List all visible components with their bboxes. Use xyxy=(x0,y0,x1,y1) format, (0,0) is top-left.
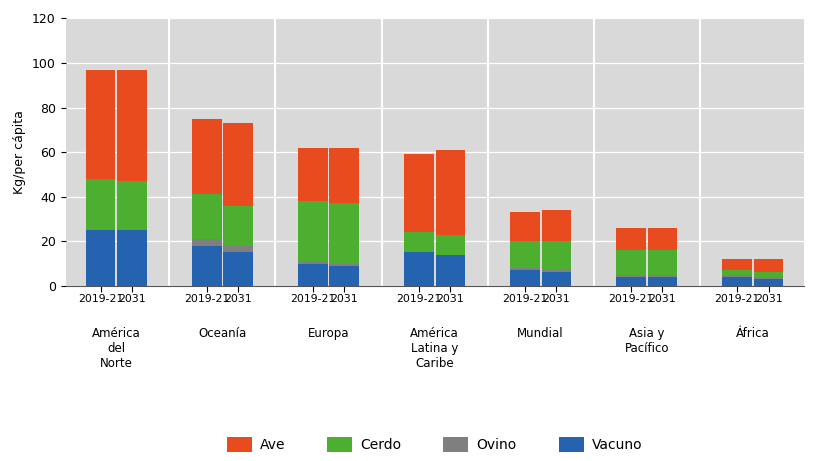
Bar xyxy=(509,241,539,268)
Legend: Ave, Cerdo, Ovino, Vacuno: Ave, Cerdo, Ovino, Vacuno xyxy=(221,432,647,458)
Bar xyxy=(753,259,782,272)
Bar xyxy=(647,275,676,277)
Bar xyxy=(435,150,464,235)
Bar xyxy=(616,277,645,286)
Bar xyxy=(223,206,252,246)
Bar xyxy=(541,241,570,270)
Bar xyxy=(192,119,221,195)
Text: África: África xyxy=(735,327,769,341)
Bar xyxy=(616,250,645,275)
Text: América
del
Norte: América del Norte xyxy=(92,327,141,371)
Bar xyxy=(404,253,433,286)
Bar xyxy=(616,275,645,277)
Text: Oceanía: Oceanía xyxy=(198,327,247,341)
Bar xyxy=(298,201,328,261)
Bar xyxy=(753,277,782,279)
Bar xyxy=(86,230,115,286)
Bar xyxy=(722,277,751,286)
Bar xyxy=(192,239,221,246)
Bar xyxy=(541,210,570,241)
Bar xyxy=(722,270,751,275)
Bar xyxy=(435,254,464,286)
Bar xyxy=(192,246,221,286)
Bar xyxy=(435,235,464,254)
Bar xyxy=(404,154,433,232)
Bar xyxy=(541,272,570,286)
Bar xyxy=(329,148,359,203)
Y-axis label: Kg/per cápita: Kg/per cápita xyxy=(13,110,26,194)
Bar xyxy=(223,253,252,286)
Bar xyxy=(616,228,645,250)
Bar xyxy=(223,246,252,253)
Bar xyxy=(117,181,147,230)
Bar xyxy=(753,279,782,286)
Text: Asia y
Pacífico: Asia y Pacífico xyxy=(624,327,668,355)
Bar xyxy=(192,195,221,239)
Bar xyxy=(509,268,539,270)
Bar xyxy=(647,277,676,286)
Bar xyxy=(117,70,147,181)
Bar xyxy=(647,250,676,275)
Bar xyxy=(117,230,147,286)
Bar xyxy=(298,148,328,201)
Bar xyxy=(329,203,359,264)
Bar xyxy=(298,264,328,286)
Bar xyxy=(722,275,751,277)
Bar xyxy=(509,212,539,241)
Text: Mundial: Mundial xyxy=(517,327,563,341)
Bar xyxy=(722,259,751,270)
Text: América
Latina y
Caribe: América Latina y Caribe xyxy=(410,327,459,371)
Bar xyxy=(753,272,782,277)
Bar xyxy=(223,123,252,206)
Bar xyxy=(329,264,359,266)
Bar xyxy=(647,228,676,250)
Bar xyxy=(509,270,539,286)
Text: Europa: Europa xyxy=(307,327,349,341)
Bar xyxy=(298,261,328,264)
Bar xyxy=(329,266,359,286)
Bar xyxy=(404,232,433,253)
Bar xyxy=(86,70,115,179)
Bar xyxy=(86,179,115,230)
Bar xyxy=(541,270,570,272)
